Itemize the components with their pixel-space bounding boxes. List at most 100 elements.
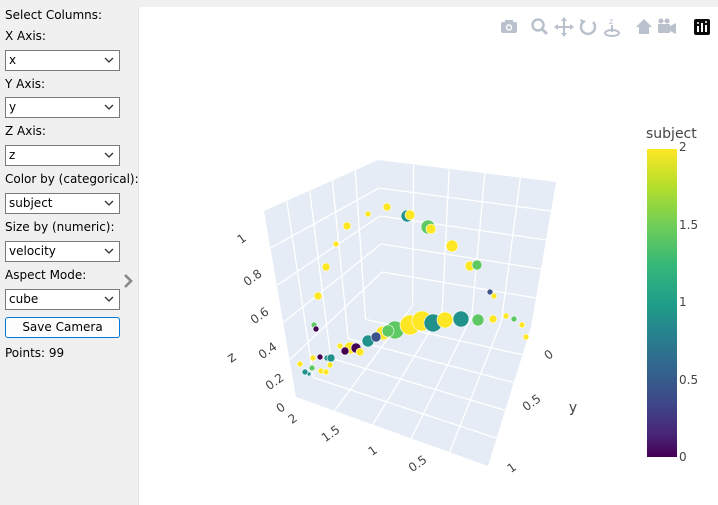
chevron-down-icon [104,296,114,302]
modebar: z [497,16,717,40]
z-axis-label: Z Axis: [5,124,46,138]
color-by-label: Color by (categorical): [5,172,139,186]
data-point[interactable] [471,259,483,271]
chevron-down-icon [104,200,114,206]
x-axis-select[interactable]: x [5,50,120,71]
x-axis-label: X Axis: [5,29,46,43]
data-point[interactable] [452,310,470,328]
grid-line [471,173,486,317]
data-point[interactable] [342,221,352,231]
grid-line [276,215,381,286]
colorbar-tick: 1 [679,295,687,309]
grid-line [380,243,542,270]
camera-view-icon[interactable] [657,16,677,38]
data-point[interactable] [355,347,365,357]
grid-line [411,164,415,306]
camera-icon[interactable] [499,16,519,38]
data-point[interactable] [445,239,459,253]
data-point[interactable] [404,209,416,221]
data-point[interactable] [436,311,454,329]
data-point[interactable] [518,321,526,329]
select-columns-heading: Select Columns: [5,8,103,22]
scatter3d-scene[interactable]: 0 0.2 0.4 0.6 0.8 1 z 2 1.5 1 0.5 0 0.5 1 y [140,7,718,505]
x-tick-label: 0.5 [406,453,430,475]
data-point[interactable] [522,333,530,341]
data-point[interactable] [332,240,340,248]
save-camera-button[interactable]: Save Camera [5,317,120,338]
orbit-icon[interactable] [578,16,598,38]
chevron-down-icon [104,57,114,63]
data-point[interactable] [326,353,336,363]
top-strip [0,0,718,7]
turntable-icon[interactable]: z [602,16,622,38]
color-by-select-value: subject [9,196,53,210]
data-point[interactable] [490,292,498,300]
y-axis-select-value: y [9,100,17,114]
z-tick-label: 0.4 [256,340,280,362]
data-point[interactable] [301,368,309,376]
data-point[interactable] [313,291,323,301]
z-tick-label: 0 [274,400,288,416]
colorbar-gradient [647,149,677,457]
aspect-mode-label: Aspect Mode: [5,268,87,282]
control-sidebar: Select Columns: X Axis: x Y Axis: y Z Ax… [0,0,139,505]
size-by-select[interactable]: velocity [5,241,120,262]
x-tick-label: 2 [286,411,300,427]
x-axis-select-value: x [9,53,17,67]
colorbar-tick: 1.5 [679,218,699,232]
data-point[interactable] [381,324,395,338]
data-point[interactable] [340,346,350,356]
data-point[interactable] [336,342,344,350]
grid-line [410,315,473,439]
data-point[interactable] [502,312,510,320]
data-point[interactable] [326,361,334,369]
chevron-down-icon [104,248,114,254]
grid-line [354,170,367,320]
grid-line [331,180,349,339]
grid-line [330,357,506,412]
data-point[interactable] [382,202,392,212]
scene-back-left-wall [264,160,383,397]
z-axis-select[interactable]: z [5,145,120,166]
grid-line [378,187,552,212]
home-icon[interactable] [634,16,654,38]
chevron-down-icon [104,104,114,110]
y-tick-label: 0.5 [520,392,544,414]
y-axis-title: y [569,400,577,416]
data-point[interactable] [308,364,316,372]
y-axis-select[interactable]: y [5,97,120,118]
data-point[interactable] [321,262,331,272]
data-point[interactable] [370,331,382,343]
chevron-down-icon [104,152,114,158]
aspect-mode-select[interactable]: cube [5,289,120,310]
y-axis-label: Y Axis: [5,77,46,91]
z-tick-label: 0.6 [248,305,272,327]
grid-line [500,177,522,322]
z-axis-select-value: z [9,148,16,162]
data-point[interactable] [316,353,324,361]
data-point[interactable] [471,313,485,327]
aspect-mode-select-value: cube [9,292,39,306]
z-axis-title: z [224,349,239,366]
y-tick-label: 0 [542,347,556,363]
data-point[interactable] [425,223,437,235]
data-point[interactable] [312,325,320,333]
grid-line [286,200,315,378]
color-by-select[interactable]: subject [5,193,120,214]
grid-line [448,321,503,453]
plot-area[interactable]: 0 0.2 0.4 0.6 0.8 1 z 2 1.5 1 0.5 0 0.5 1 y [140,7,718,505]
plotly-logo-icon[interactable] [692,16,712,38]
size-by-select-value: velocity [9,244,56,258]
collapse-sidebar-icon[interactable] [121,272,135,290]
y-tick-label: 1 [505,460,519,476]
data-point[interactable] [486,288,494,296]
colorbar-tick: 0 [679,450,687,464]
zoom-icon[interactable] [530,16,550,38]
pan-icon[interactable] [554,16,574,38]
data-point[interactable] [296,360,304,368]
data-point[interactable] [322,368,330,376]
data-point[interactable] [488,314,498,324]
data-point[interactable] [510,315,518,323]
data-point[interactable] [309,354,317,362]
data-point[interactable] [364,210,372,218]
